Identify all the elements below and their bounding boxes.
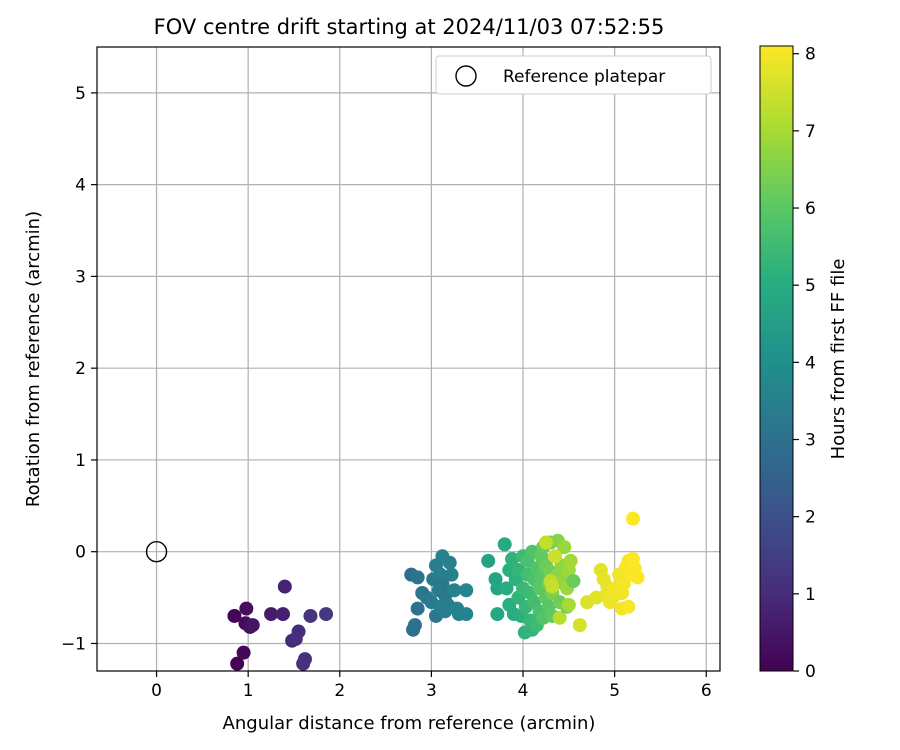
data-point — [505, 552, 520, 567]
data-point — [297, 652, 312, 667]
data-point — [236, 645, 251, 660]
data-point — [566, 574, 581, 589]
data-point — [572, 618, 587, 633]
colorbar-tick-label: 8 — [805, 45, 816, 65]
colorbar-tick-label: 0 — [805, 662, 816, 682]
colorbar-tick-label: 2 — [805, 508, 816, 528]
x-axis-label: Angular distance from reference (arcmin) — [223, 713, 596, 734]
data-point — [630, 570, 645, 585]
data-point — [557, 540, 572, 555]
data-point — [230, 656, 245, 671]
data-point — [545, 579, 560, 594]
legend-box — [435, 55, 712, 95]
data-point — [538, 535, 553, 550]
y-tick-label: −1 — [61, 634, 86, 654]
data-point — [481, 553, 496, 568]
data-point — [288, 631, 303, 646]
y-tick-label: 2 — [75, 359, 86, 379]
data-point — [621, 599, 636, 614]
y-tick-label: 0 — [75, 543, 86, 563]
data-point — [552, 610, 567, 625]
x-tick-label: 6 — [701, 681, 712, 701]
data-point — [264, 607, 279, 622]
data-point — [277, 579, 292, 594]
data-point — [442, 555, 457, 570]
data-point — [275, 607, 290, 622]
chart-title: FOV centre drift starting at 2024/11/03 … — [154, 15, 665, 39]
y-tick-label: 3 — [75, 267, 86, 287]
data-point — [459, 607, 474, 622]
legend: Reference platepar — [435, 55, 712, 95]
data-point — [410, 601, 425, 616]
y-axis-ticks: −1 0 1 2 3 4 5 — [61, 84, 97, 654]
data-point — [227, 608, 242, 623]
x-tick-label: 0 — [151, 681, 162, 701]
colorbar-tick-label: 6 — [805, 199, 816, 219]
data-point — [548, 549, 563, 564]
colorbar: 0 1 2 3 4 5 6 7 8 Hours from first FF file — [759, 45, 849, 682]
data-point — [245, 618, 260, 633]
colorbar-tick-label: 4 — [805, 353, 816, 373]
colorbar-ticks: 0 1 2 3 4 5 6 7 8 — [793, 45, 816, 682]
data-points — [227, 511, 645, 671]
y-tick-label: 1 — [75, 451, 86, 471]
y-tick-label: 4 — [75, 176, 86, 196]
data-point — [561, 597, 576, 612]
y-axis-label: Rotation from reference (arcmin) — [23, 211, 44, 507]
colorbar-tick-label: 7 — [805, 122, 816, 142]
legend-entry-reference-platepar: Reference platepar — [503, 67, 665, 87]
colorbar-tick-label: 5 — [805, 276, 816, 296]
data-point — [444, 567, 459, 582]
reference-point-marker — [145, 541, 168, 563]
data-point — [625, 511, 640, 526]
x-tick-label: 5 — [609, 681, 620, 701]
data-point — [319, 607, 334, 622]
data-point — [407, 618, 422, 633]
data-point — [459, 583, 474, 598]
x-tick-label: 3 — [426, 681, 437, 701]
data-point — [563, 553, 578, 568]
x-tick-label: 1 — [243, 681, 254, 701]
data-point — [447, 583, 462, 598]
data-point — [239, 601, 254, 616]
data-point — [499, 581, 514, 596]
x-tick-label: 2 — [334, 681, 345, 701]
x-tick-label: 4 — [518, 681, 529, 701]
data-point — [490, 607, 505, 622]
colorbar-gradient — [759, 45, 794, 672]
colorbar-label: Hours from first FF file — [828, 259, 849, 460]
plot-frame — [96, 46, 721, 672]
data-point — [497, 537, 512, 552]
data-point — [435, 576, 450, 591]
data-point — [303, 608, 318, 623]
colorbar-tick-label: 1 — [805, 585, 816, 605]
legend-marker-icon — [455, 65, 477, 87]
colorbar-tick-label: 3 — [805, 431, 816, 451]
y-tick-label: 5 — [75, 84, 86, 104]
x-axis-ticks: 0 1 2 3 4 5 6 — [151, 671, 712, 701]
data-point — [410, 570, 425, 585]
